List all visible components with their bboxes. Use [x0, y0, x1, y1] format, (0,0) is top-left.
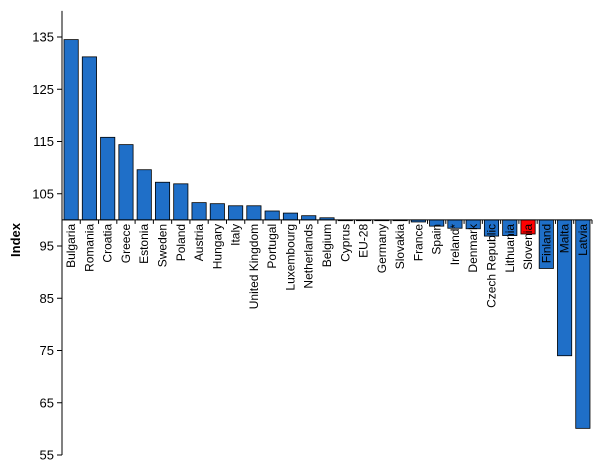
y-tick-label: 135 [32, 30, 54, 45]
category-label: Romania [82, 224, 96, 272]
category-label: Denmark [466, 223, 480, 273]
bar-estonia [136, 169, 152, 221]
bar-bulgaria [63, 39, 79, 221]
category-label: Latvia [576, 224, 590, 256]
y-tick-label: 115 [33, 134, 54, 149]
category-label: Bulgaria [64, 224, 78, 268]
y-tick-label: 95 [40, 239, 54, 254]
bar-netherlands [301, 215, 317, 221]
category-label: Belgium [320, 224, 334, 267]
y-tick-label: 105 [32, 186, 54, 201]
category-label: EU-28 [357, 224, 371, 258]
bar-united-kingdom [246, 205, 262, 221]
bar-romania [81, 56, 97, 221]
category-label: Austria [192, 224, 206, 262]
category-label: Greece [119, 224, 133, 264]
category-label: Luxembourg [283, 224, 297, 291]
category-label: Germany [375, 224, 389, 273]
y-tick-label: 65 [40, 395, 54, 410]
y-axis-title: Index [8, 222, 23, 257]
bar-portugal [264, 210, 280, 221]
category-label: Netherlands [302, 224, 316, 289]
category-label: Portugal [265, 224, 279, 269]
plot-area: 55 65 75 85 95 105 115 125 135 Bulgaria Romania Cro… [32, 10, 593, 463]
bar-italy [228, 205, 244, 221]
category-label: Malta [558, 224, 572, 254]
category-label: Spain [430, 224, 444, 255]
bar-austria [191, 202, 207, 221]
category-label: Lithuania [503, 224, 517, 273]
bar-croatia [100, 136, 116, 221]
category-label: Poland [174, 224, 188, 261]
y-tick-label: 85 [40, 291, 54, 306]
category-label: France [411, 224, 425, 262]
y-tick-label: 125 [32, 82, 54, 97]
category-label: Ireland* [448, 224, 462, 266]
bar-luxembourg [282, 212, 298, 221]
bar-hungary [209, 203, 225, 221]
category-label: Finland [539, 224, 553, 263]
category-label: Czech Republic [484, 224, 498, 308]
bar-poland [173, 183, 189, 221]
bar-sweden [154, 181, 171, 221]
category-label: Slovenia [521, 224, 535, 270]
category-label: Cyprus [338, 224, 352, 262]
category-label: United Kingdom [247, 224, 261, 309]
y-tick-label: 75 [40, 343, 54, 358]
category-label: Italy [229, 224, 243, 246]
category-label: Croatia [101, 224, 115, 263]
category-label: Slovakia [393, 224, 407, 270]
category-label: Hungary [210, 224, 224, 269]
bar-greece [118, 144, 134, 221]
category-label: Sweden [156, 224, 170, 267]
y-tick-label: 55 [40, 448, 54, 463]
category-label: Estonia [137, 224, 151, 264]
